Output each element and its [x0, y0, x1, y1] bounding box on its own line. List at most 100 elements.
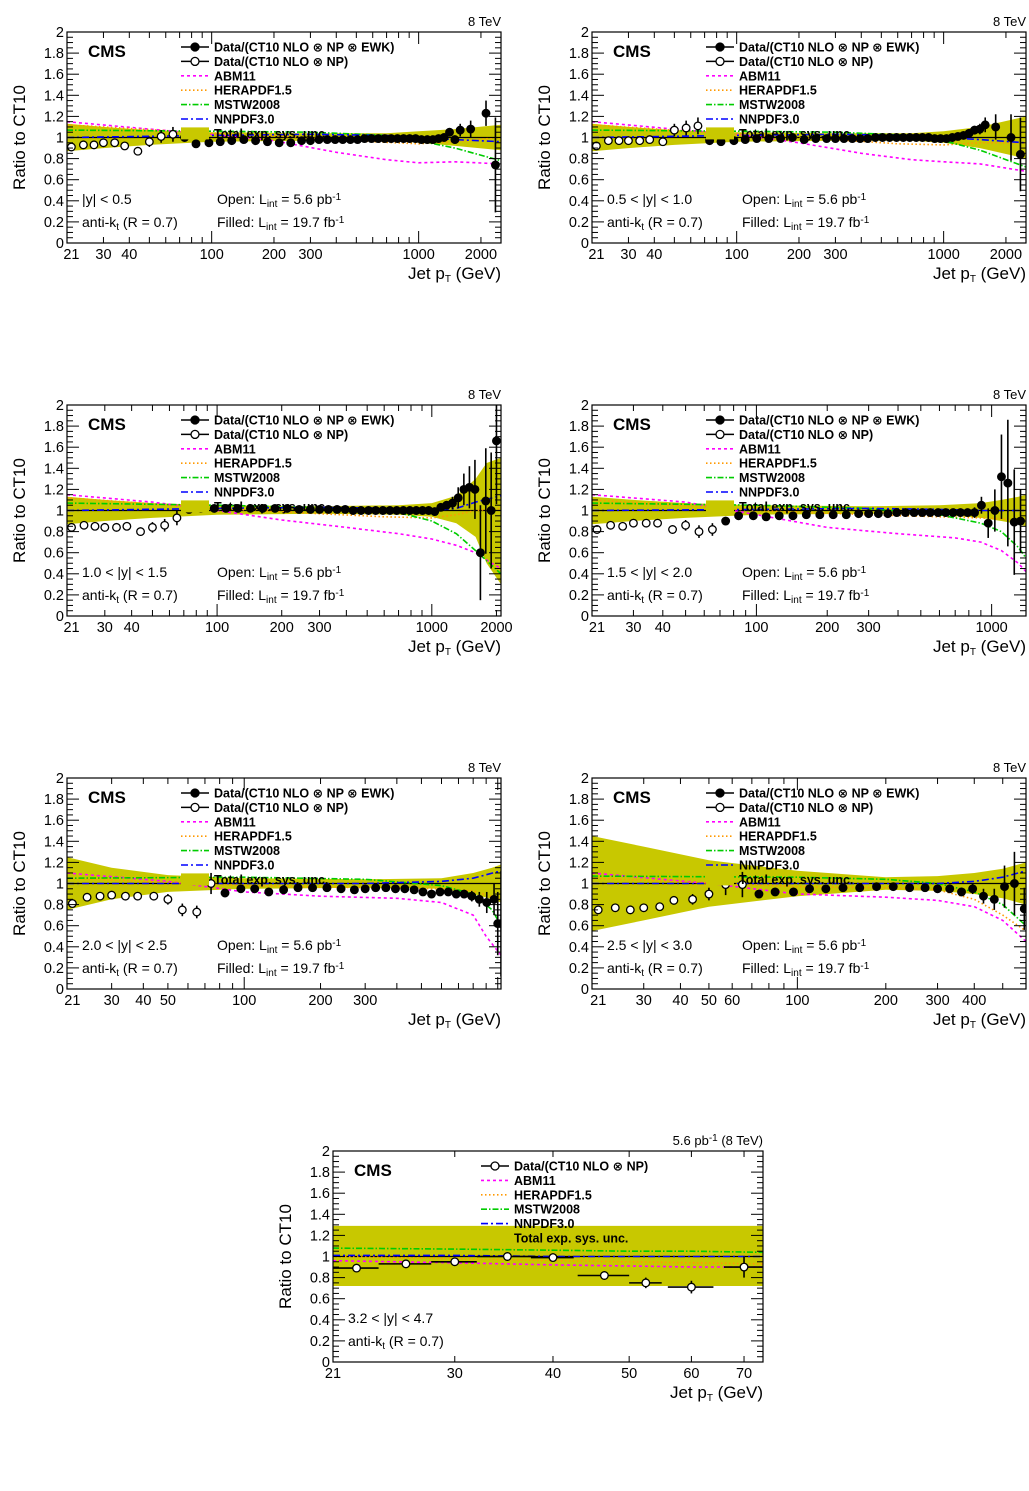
lumi-open-label: Open: Lint = 5.6 pb-1 — [742, 191, 867, 210]
x-tick-label: 100 — [785, 993, 809, 1009]
open-data-point — [681, 123, 691, 133]
filled-data-point — [466, 124, 476, 134]
legend-band-label: Total exp. sys. unc. — [514, 1232, 628, 1246]
jet-algo-label-part: (R = 0.7) — [385, 1333, 444, 1349]
legend-filled-label: Data/(CT10 NLO ⊗ NP ⊗ EWK) — [739, 414, 919, 428]
filled-data-point — [979, 891, 988, 901]
lumi-filled-label-part: int — [791, 595, 802, 606]
filled-data-point — [872, 882, 882, 892]
filled-data-point — [822, 134, 832, 144]
rapidity-label: 2.0 < |y| < 2.5 — [82, 937, 167, 953]
filled-data-point — [251, 136, 261, 146]
hera-ratio-curve — [592, 124, 1026, 146]
legend-hera-label: HERAPDF1.5 — [739, 830, 817, 844]
y-tick-label: 1.8 — [44, 792, 64, 808]
y-tick-label: 1.8 — [310, 1165, 330, 1181]
filled-data-point — [467, 891, 477, 901]
legend-open-marker — [715, 56, 725, 67]
filled-data-point — [455, 125, 465, 135]
x-tick-label: 21 — [64, 993, 80, 1009]
legend-open-label: Data/(CT10 NLO ⊗ NP) — [739, 428, 873, 442]
open-data-point — [628, 518, 638, 528]
lumi-open-label-part: -1 — [857, 192, 866, 203]
filled-data-point — [474, 894, 484, 904]
plot-area — [67, 405, 501, 601]
open-data-point — [352, 1263, 362, 1273]
jet-algo-label: anti-kt (R = 0.7) — [348, 1333, 444, 1352]
y-tick-label: 0 — [56, 236, 64, 252]
y-axis-title: Ratio to CT10 — [10, 831, 29, 936]
lumi-filled-label-part: -1 — [860, 215, 869, 226]
filled-data-point — [828, 510, 838, 520]
x-axis-title: Jet pT (GeV) — [933, 264, 1026, 285]
y-tick-label: 1.6 — [44, 440, 64, 456]
open-data-point — [120, 141, 130, 151]
legend-band-label: Total exp. sys. unc. — [214, 127, 328, 141]
x-tick-label: 40 — [655, 620, 671, 636]
filled-data-point — [888, 882, 898, 892]
open-data-point — [98, 138, 108, 148]
filled-data-point — [776, 134, 786, 144]
x-axis-title-part: (GeV) — [713, 1383, 763, 1402]
filled-data-point — [332, 504, 342, 514]
jet-algo-label-part: (R = 0.7) — [644, 587, 703, 603]
lumi-open-label-part: Open: L — [742, 937, 792, 953]
open-data-point — [67, 899, 77, 908]
x-tick-label: 30 — [97, 620, 113, 636]
x-tick-label: 100 — [744, 620, 768, 636]
legend-filled-label: Data/(CT10 NLO ⊗ NP ⊗ EWK) — [214, 787, 394, 801]
y-tick-label: 2 — [581, 25, 589, 41]
y-tick-label: 1.8 — [44, 46, 64, 62]
filled-data-point — [371, 883, 381, 893]
y-tick-label: 0.4 — [569, 194, 589, 210]
legend-abm-label: ABM11 — [514, 1174, 556, 1188]
open-data-point — [688, 894, 698, 904]
legend-band-label: Total exp. sys. unc. — [739, 500, 853, 514]
y-tick-label: 1.2 — [44, 482, 64, 498]
y-tick-label: 0.4 — [44, 194, 64, 210]
x-axis-title-part: Jet p — [933, 637, 970, 656]
filled-data-point — [293, 883, 303, 893]
x-axis-title: Jet pT (GeV) — [933, 637, 1026, 658]
filled-data-point — [409, 885, 419, 895]
open-data-point — [120, 891, 130, 901]
filled-data-point — [282, 503, 292, 513]
x-tick-label: 2000 — [480, 620, 512, 636]
open-data-point — [112, 522, 121, 532]
lumi-filled-label-part: -1 — [335, 215, 344, 226]
y-tick-label: 0.2 — [569, 588, 589, 604]
x-axis-title-part: (GeV) — [976, 264, 1026, 283]
filled-data-point — [305, 136, 315, 146]
filled-data-point — [308, 883, 317, 893]
open-data-point — [149, 891, 159, 901]
filled-data-point — [323, 504, 333, 514]
open-data-point — [133, 146, 143, 156]
filled-data-point — [492, 436, 501, 446]
lumi-open-label-part: = 5.6 pb — [802, 937, 857, 953]
filled-data-point — [459, 889, 469, 899]
legend-filled-marker — [715, 42, 725, 52]
energy-label: 8 TeV — [993, 760, 1026, 775]
filled-data-point — [855, 134, 865, 144]
filled-data-point — [873, 509, 883, 519]
jet-algo-label: anti-kt (R = 0.7) — [607, 960, 703, 979]
mstw-ratio-curve — [333, 1247, 763, 1254]
open-data-point — [686, 1282, 696, 1292]
y-tick-label: 1.6 — [44, 67, 64, 83]
filled-data-point — [855, 883, 865, 893]
panel-4: 0 0.2 0.4 0.6 0.8 1 1.2 1.4 1.6 1.8 2 21 30 40 100 200 3… — [535, 387, 1027, 658]
open-data-point — [147, 522, 157, 532]
open-data-point — [645, 135, 655, 145]
mstw-ratio-curve — [67, 502, 501, 575]
open-data-point — [79, 520, 89, 530]
filled-data-point — [204, 138, 214, 148]
filled-data-point — [734, 511, 744, 521]
filled-data-point — [294, 504, 304, 514]
x-tick-label: 21 — [588, 247, 604, 263]
open-data-point — [136, 527, 145, 537]
legend-band-label: Total exp. sys. unc. — [739, 873, 853, 887]
filled-data-point — [909, 508, 919, 518]
open-data-point — [599, 1271, 609, 1280]
filled-data-point — [1015, 149, 1025, 159]
legend-abm-label: ABM11 — [214, 815, 256, 829]
